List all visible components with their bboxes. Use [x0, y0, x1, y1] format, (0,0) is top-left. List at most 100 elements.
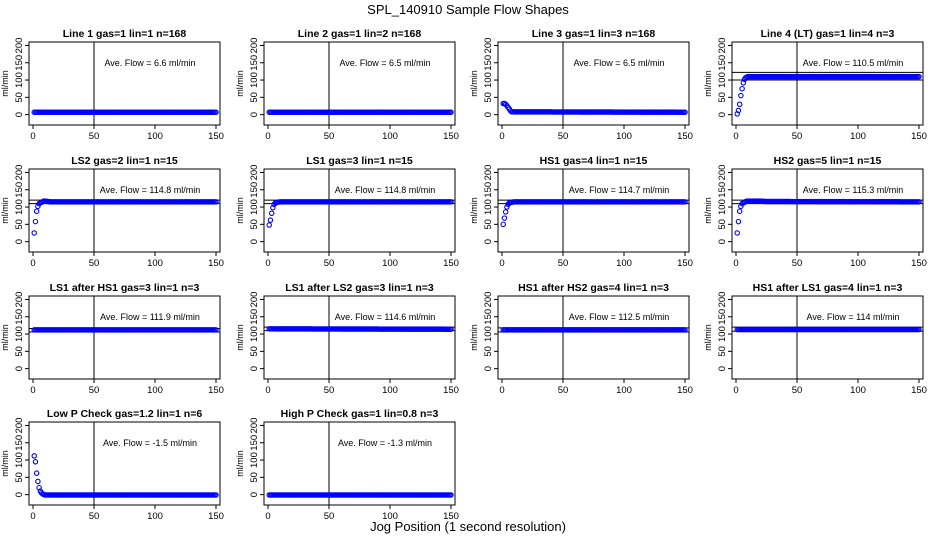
y-tick-label: 0: [483, 366, 494, 371]
data-point: [682, 327, 688, 333]
y-tick-label: 200: [14, 418, 25, 434]
x-tick-label: 0: [265, 385, 270, 396]
plot-frame: [497, 168, 690, 253]
data-point: [31, 230, 37, 236]
x-tick-label: 100: [147, 511, 163, 522]
panel-title: Line 4 (LT) gas=1 lin=4 n=3: [761, 28, 895, 40]
plot-frame: [497, 295, 690, 380]
y-tick-label: 150: [249, 55, 260, 71]
panel-title: High P Check gas=1 lin=0.8 n=3: [281, 408, 439, 420]
data-point: [916, 326, 922, 333]
x-tick-label: 150: [677, 258, 693, 269]
x-tick-label: 150: [208, 385, 224, 396]
y-tick-label: 50: [483, 346, 494, 357]
x-tick-label: 50: [89, 385, 100, 396]
y-axis-label: ml/min: [703, 324, 713, 351]
data-point: [31, 453, 37, 459]
y-tick-label: 100: [483, 199, 494, 215]
plot-frame: [28, 168, 221, 253]
y-tick-label: 100: [14, 199, 25, 215]
data-point: [501, 215, 508, 221]
x-tick-label: 0: [265, 131, 270, 142]
y-tick-label: 50: [717, 346, 728, 357]
y-tick-label: 50: [483, 92, 494, 103]
data-point: [213, 327, 219, 333]
data-point: [448, 109, 454, 115]
plot-frame: [731, 168, 924, 253]
data-point: [33, 470, 40, 476]
y-tick-label: 0: [249, 239, 260, 244]
y-tick-label: 150: [483, 309, 494, 325]
panel-title: Low P Check gas=1.2 lin=1 n=6: [47, 408, 202, 420]
data-point: [682, 199, 688, 205]
panel-7: HS1 gas=4 lin=1 n=150 50 100 15005010015020…: [469, 155, 693, 269]
data-point: [448, 199, 454, 205]
x-tick-label: 150: [443, 258, 459, 269]
panel-9: LS1 after HS1 gas=3 lin=1 n=30 50 100 15005…: [0, 282, 224, 396]
x-tick-label: 150: [443, 511, 459, 522]
y-axis-label: ml/min: [235, 324, 245, 351]
panel-annotation: Ave. Flow = 110.5 ml/min: [803, 58, 903, 68]
x-tick-label: 100: [850, 258, 866, 269]
y-tick-label: 200: [14, 292, 25, 308]
x-tick-label: 0: [733, 385, 738, 396]
y-axis-label: ml/min: [235, 450, 245, 477]
x-tick-label: 150: [208, 131, 224, 142]
panel-title: HS1 after LS1 gas=4 lin=1 n=3: [753, 282, 903, 294]
panel-annotation: Ave. Flow = 114.8 ml/min: [100, 185, 200, 195]
plot-frame: [263, 168, 456, 253]
panel-12: HS1 after LS1 gas=4 lin=1 n=30 50 100 15005…: [703, 282, 927, 396]
y-tick-label: 50: [14, 346, 25, 357]
panel-annotation: Ave. Flow = 114.6 ml/min: [335, 312, 435, 322]
y-tick-label: 150: [483, 182, 494, 198]
y-tick-label: 100: [717, 199, 728, 215]
x-tick-label: 100: [382, 511, 398, 522]
x-tick-label: 0: [30, 131, 35, 142]
y-tick-label: 150: [14, 435, 25, 451]
x-tick-label: 0: [733, 131, 738, 142]
plot-frame: [263, 41, 456, 126]
data-point: [213, 492, 219, 498]
y-tick-label: 100: [483, 72, 494, 88]
x-tick-label: 150: [911, 258, 927, 269]
y-tick-label: 50: [717, 219, 728, 230]
y-axis-label: ml/min: [469, 197, 479, 224]
y-tick-label: 150: [14, 182, 25, 198]
x-tick-label: 150: [677, 131, 693, 142]
data-point: [213, 109, 219, 115]
panel-title: HS2 gas=5 lin=1 n=15: [774, 155, 882, 167]
y-tick-label: 0: [14, 492, 25, 497]
x-tick-label: 150: [443, 131, 459, 142]
x-tick-label: 0: [733, 258, 738, 269]
x-tick-label: 50: [792, 131, 803, 142]
plot-frame: [28, 41, 221, 126]
panel-8: HS2 gas=5 lin=1 n=150 50 100 15005010015020…: [703, 155, 927, 269]
x-tick-label: 100: [382, 258, 398, 269]
panel-annotation: Ave. Flow = 114.7 ml/min: [569, 185, 669, 195]
data-point: [266, 222, 272, 228]
y-tick-label: 200: [483, 38, 494, 54]
y-tick-label: 150: [717, 55, 728, 71]
y-tick-label: 150: [717, 182, 728, 198]
x-tick-label: 50: [558, 131, 569, 142]
panel-annotation: Ave. Flow = 114 ml/min: [807, 312, 900, 322]
panel-title: LS1 after LS2 gas=3 lin=1 n=3: [285, 282, 434, 294]
y-tick-label: 200: [249, 165, 260, 181]
x-tick-label: 150: [208, 511, 224, 522]
x-tick-label: 0: [499, 258, 504, 269]
data-point: [502, 209, 509, 215]
y-tick-label: 200: [717, 38, 728, 54]
y-tick-label: 100: [14, 452, 25, 468]
y-tick-label: 150: [249, 182, 260, 198]
x-tick-label: 100: [850, 385, 866, 396]
data-point: [682, 109, 688, 115]
panel-annotation: Ave. Flow = 115.3 ml/min: [803, 185, 903, 195]
data-point: [735, 218, 742, 225]
y-tick-label: 0: [249, 366, 260, 371]
data-point: [739, 85, 745, 92]
x-tick-label: 50: [558, 385, 569, 396]
y-tick-label: 100: [717, 72, 728, 88]
plot-frame: [263, 295, 456, 380]
panel-annotation: Ave. Flow = -1.3 ml/min: [338, 438, 432, 448]
